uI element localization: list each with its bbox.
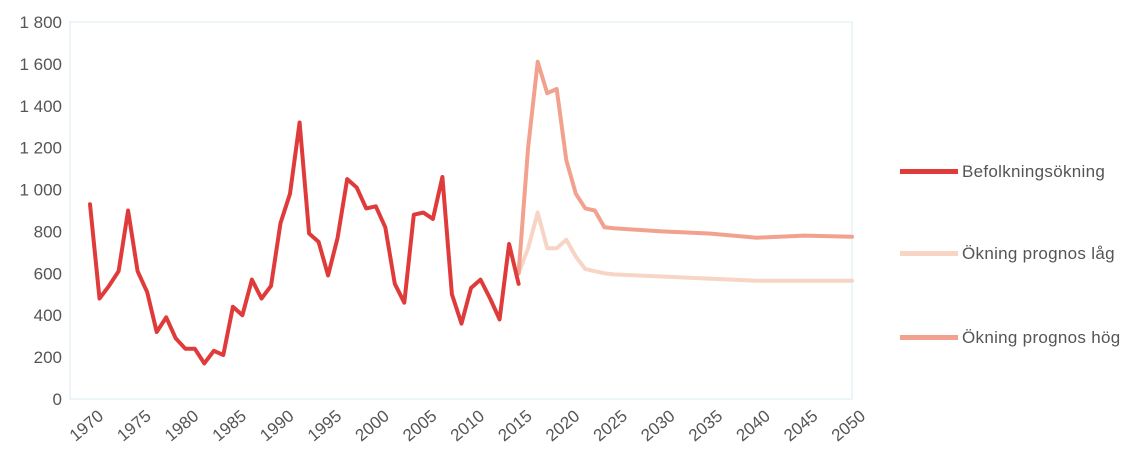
series-line-1	[516, 210, 854, 283]
legend-swatch-prognos-hog	[900, 335, 958, 340]
y-tick-label: 1 400	[19, 97, 62, 116]
plot-area-border	[69, 21, 853, 400]
x-tick-label: 1995	[304, 406, 345, 445]
legend-swatch-prognos-lag	[900, 251, 958, 256]
y-tick-label: 400	[34, 306, 62, 325]
legend-swatch-befolkningsokning	[900, 169, 958, 174]
x-tick-label: 2035	[685, 406, 726, 445]
x-tick-label: 2000	[352, 406, 393, 445]
x-tick-label: 2025	[590, 406, 631, 445]
legend-item-prognos-hog: Ökning prognos hög	[900, 326, 1132, 350]
legend-label: Ökning prognos hög	[962, 328, 1121, 347]
y-tick-label: 0	[53, 390, 62, 409]
series-line-0	[88, 120, 521, 366]
x-tick-label: 2045	[780, 406, 821, 445]
x-tick-label: 1970	[66, 406, 107, 445]
legend-item-prognos-lag: Ökning prognos låg	[900, 242, 1132, 266]
x-tick-label: 2030	[637, 406, 678, 445]
x-tick-label: 2010	[447, 406, 488, 445]
legend-label: Befolkningsökning	[962, 162, 1106, 181]
y-tick-label: 800	[34, 222, 62, 241]
y-tick-label: 1 200	[19, 139, 62, 158]
series-line-2	[516, 59, 854, 276]
x-tick-label: 1975	[113, 406, 154, 445]
legend-label: Ökning prognos låg	[962, 244, 1115, 263]
x-tick-label: 2015	[494, 406, 535, 445]
legend-item-befolkningsokning: Befolkningsökning	[900, 160, 1132, 184]
y-tick-label: 1 000	[19, 181, 62, 200]
y-tick-label: 600	[34, 264, 62, 283]
x-tick-label: 2040	[733, 406, 774, 445]
y-tick-label: 1 800	[19, 13, 62, 32]
x-tick-label: 2005	[399, 406, 440, 445]
y-axis: 0 200 400 600 800 1 000 1 200 1 400 1 600 1 800	[19, 13, 62, 409]
x-tick-label: 1985	[209, 406, 250, 445]
y-tick-label: 1 600	[19, 55, 62, 74]
x-axis: 1970 1975 1980 1985 1990 1995 2000 2005 2010 2015…	[66, 406, 869, 445]
x-tick-label: 1990	[256, 406, 297, 445]
x-tick-label: 2020	[542, 406, 583, 445]
series-layer	[88, 59, 854, 366]
x-tick-label: 1980	[161, 406, 202, 445]
y-tick-label: 200	[34, 348, 62, 367]
x-tick-label: 2050	[828, 406, 869, 445]
